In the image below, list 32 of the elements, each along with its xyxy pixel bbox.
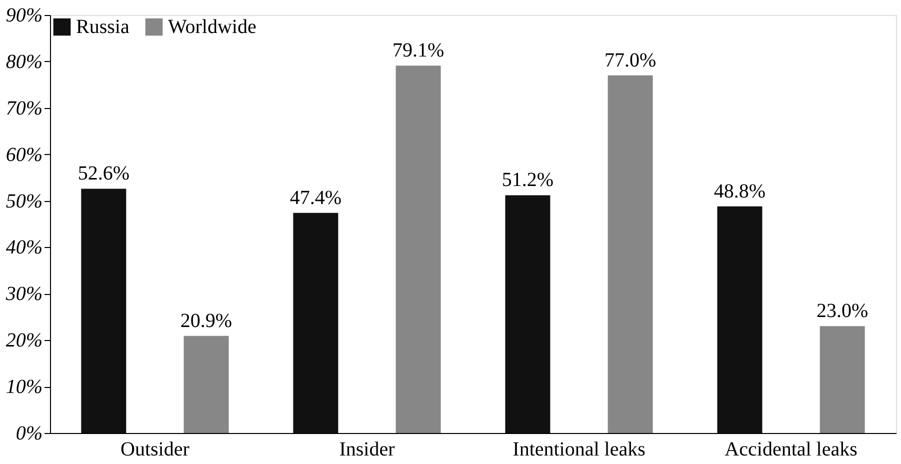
bar <box>81 188 126 433</box>
data-label: 20.9% <box>180 310 232 332</box>
y-tick-label: 60% <box>6 144 42 166</box>
data-label: 51.2% <box>502 169 554 192</box>
y-tick-label: 20% <box>6 330 42 352</box>
x-tick-label: Intentional leaks <box>512 438 646 460</box>
y-tick-label: 10% <box>6 376 42 398</box>
y-tick-label: 40% <box>6 236 42 259</box>
x-tick-label: Insider <box>339 438 396 460</box>
bar <box>184 336 229 433</box>
y-tick-label: 90% <box>6 4 42 26</box>
x-tick-label: Accidental leaks <box>724 438 858 460</box>
legend-label: Russia <box>76 16 130 38</box>
data-label: 23.0% <box>816 300 868 322</box>
data-label: 52.6% <box>78 162 130 185</box>
bar <box>505 195 550 433</box>
bar <box>396 66 441 433</box>
bar <box>820 326 865 433</box>
data-label: 77.0% <box>604 49 656 72</box>
x-tick-label: Outsider <box>120 438 190 460</box>
bar <box>293 212 338 433</box>
bar <box>717 206 762 433</box>
y-tick-label: 70% <box>6 97 42 120</box>
bar <box>608 75 653 433</box>
y-tick-label: 0% <box>16 422 42 444</box>
data-label: 79.1% <box>392 40 444 62</box>
y-tick-label: 30% <box>4 283 42 306</box>
legend-label: Worldwide <box>168 16 256 38</box>
y-tick-label: 80% <box>6 50 42 73</box>
data-label: 47.4% <box>290 186 342 209</box>
data-label: 48.8% <box>714 180 766 202</box>
y-tick-label: 50% <box>6 190 42 212</box>
